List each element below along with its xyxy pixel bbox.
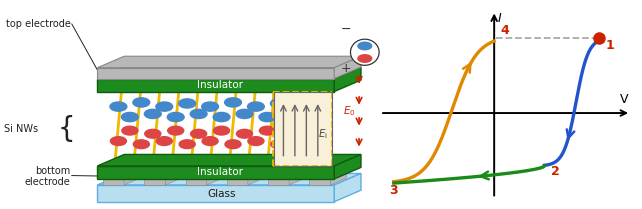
Circle shape — [270, 99, 287, 108]
Circle shape — [144, 109, 161, 119]
Circle shape — [214, 126, 230, 135]
Circle shape — [236, 109, 253, 119]
Circle shape — [248, 102, 265, 111]
Text: $E_\mathrm{i}$: $E_\mathrm{i}$ — [318, 128, 327, 141]
Text: $-$: $-$ — [340, 22, 351, 35]
Text: bottom
electrode: bottom electrode — [25, 166, 71, 187]
Circle shape — [179, 140, 195, 149]
Ellipse shape — [351, 39, 379, 65]
Circle shape — [133, 98, 150, 107]
Polygon shape — [98, 154, 361, 166]
Circle shape — [168, 112, 184, 122]
Circle shape — [259, 112, 276, 122]
Text: 3: 3 — [389, 184, 398, 197]
Text: I: I — [498, 12, 501, 25]
Circle shape — [110, 137, 126, 145]
Circle shape — [134, 140, 150, 149]
Circle shape — [213, 112, 230, 122]
Polygon shape — [186, 172, 223, 179]
Bar — [274, 92, 331, 166]
Circle shape — [168, 126, 184, 135]
Circle shape — [358, 42, 372, 50]
Circle shape — [156, 137, 172, 145]
Polygon shape — [268, 172, 305, 179]
Polygon shape — [207, 172, 223, 185]
Circle shape — [191, 129, 207, 138]
Text: Insulator: Insulator — [196, 167, 243, 177]
Polygon shape — [268, 179, 289, 185]
Circle shape — [122, 126, 138, 135]
Circle shape — [202, 102, 218, 111]
Polygon shape — [144, 172, 182, 179]
Circle shape — [259, 126, 275, 135]
Circle shape — [145, 129, 160, 138]
Polygon shape — [98, 185, 334, 202]
Polygon shape — [334, 154, 361, 179]
Polygon shape — [98, 166, 334, 179]
Circle shape — [202, 137, 218, 145]
Polygon shape — [186, 179, 207, 185]
Text: Insulator: Insulator — [196, 80, 243, 90]
Polygon shape — [103, 172, 140, 179]
Circle shape — [358, 55, 372, 62]
Circle shape — [225, 98, 241, 107]
Text: Glass: Glass — [207, 189, 236, 199]
Text: $E_0$: $E_0$ — [343, 104, 356, 118]
Text: Si NWs: Si NWs — [4, 124, 38, 134]
Circle shape — [248, 137, 264, 145]
Polygon shape — [166, 172, 182, 185]
Polygon shape — [331, 172, 347, 185]
Text: 4: 4 — [501, 24, 509, 37]
Polygon shape — [334, 173, 361, 202]
Text: top electrode: top electrode — [6, 19, 71, 29]
Circle shape — [271, 140, 287, 149]
Polygon shape — [334, 56, 361, 79]
Polygon shape — [289, 172, 305, 185]
Circle shape — [225, 140, 241, 149]
Polygon shape — [98, 56, 361, 68]
Circle shape — [190, 109, 207, 119]
Text: $+$: $+$ — [340, 62, 351, 75]
Polygon shape — [309, 179, 331, 185]
Circle shape — [156, 102, 173, 111]
Circle shape — [236, 129, 252, 138]
Polygon shape — [103, 179, 124, 185]
Polygon shape — [227, 179, 248, 185]
Bar — [274, 92, 331, 166]
Text: V: V — [620, 93, 629, 106]
Polygon shape — [98, 173, 361, 185]
Polygon shape — [248, 172, 264, 185]
Polygon shape — [144, 179, 166, 185]
Polygon shape — [124, 172, 140, 185]
Circle shape — [110, 102, 127, 111]
Text: {: { — [58, 115, 76, 143]
Polygon shape — [227, 172, 264, 179]
Polygon shape — [98, 67, 361, 79]
Polygon shape — [98, 68, 334, 79]
Polygon shape — [334, 67, 361, 92]
Polygon shape — [98, 92, 334, 166]
Text: 1: 1 — [605, 39, 614, 52]
Polygon shape — [98, 79, 334, 92]
Polygon shape — [309, 172, 347, 179]
Circle shape — [178, 99, 196, 108]
Circle shape — [121, 112, 138, 122]
Text: 2: 2 — [551, 164, 559, 177]
